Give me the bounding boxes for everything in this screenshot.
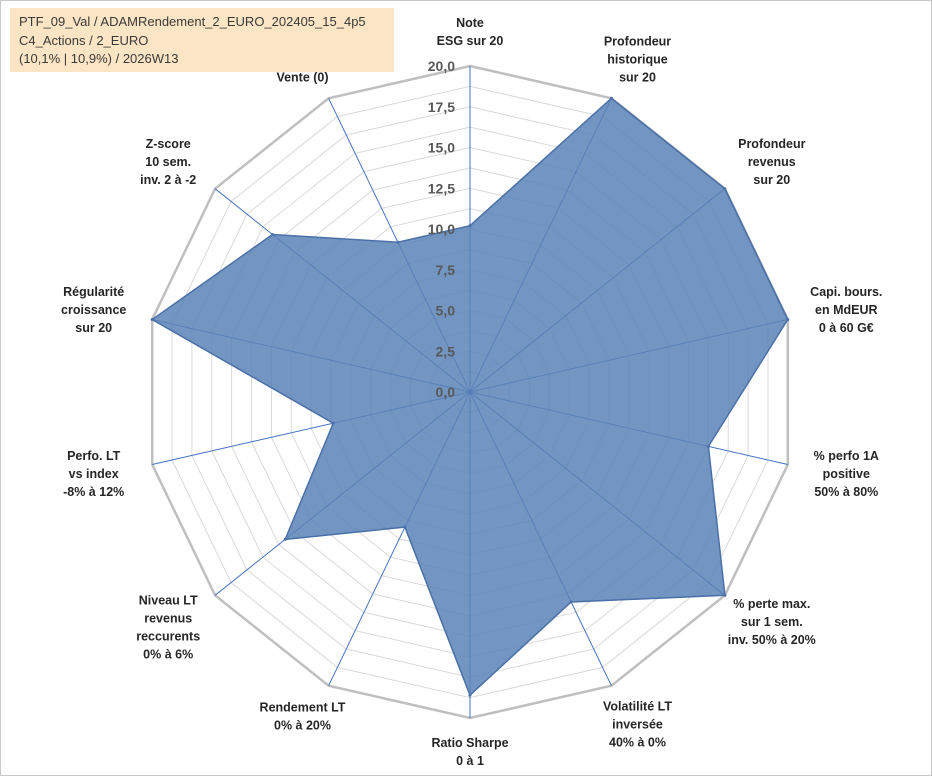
data-point <box>569 600 573 604</box>
data-point <box>403 525 407 529</box>
data-point <box>723 187 727 191</box>
info-line-2: C4_Actions / 2_EURO <box>19 32 149 48</box>
data-point <box>609 96 613 100</box>
tick-label: 17,5 <box>428 99 455 115</box>
tick-label: 20,0 <box>428 58 455 74</box>
portfolio-info-box: PTF_09_Val / ADAMRendement_2_EURO_202405… <box>10 8 394 72</box>
category-label: Capi. bours. en MdEUR 0 à 60 G€ <box>810 285 882 335</box>
data-point <box>150 318 154 321</box>
data-point <box>283 537 287 541</box>
data-point <box>468 224 472 228</box>
radar-series <box>150 96 790 697</box>
category-label: Régularité croissance sur 20 <box>61 285 126 335</box>
data-point <box>396 240 400 244</box>
tick-label: 12,5 <box>428 180 455 196</box>
tick-label: 15,0 <box>428 140 455 156</box>
category-label: Z-score 10 sem. inv. 2 à -2 <box>140 137 196 187</box>
data-point <box>706 444 710 448</box>
category-label: Ratio Sharpe 0 à 1 <box>431 736 508 768</box>
category-label: % perte max. sur 1 sem. inv. 50% à 20% <box>728 597 816 647</box>
category-label: Note ESG sur 20 <box>437 16 504 48</box>
tick-label: 2,5 <box>436 343 456 359</box>
category-label: Rendement LT 0% à 20% <box>260 700 346 732</box>
category-label: Profondeur revenus sur 20 <box>738 137 805 187</box>
category-label: Perfo. LT vs index -8% à 12% <box>63 449 124 499</box>
data-point <box>271 233 274 236</box>
tick-label: 0,0 <box>436 384 456 400</box>
data-point <box>723 593 727 597</box>
category-label: % perfo 1A positive 50% à 80% <box>814 449 879 499</box>
data-point <box>331 421 335 425</box>
info-line-1: PTF_09_Val / ADAMRendement_2_EURO_202405… <box>19 14 366 29</box>
data-point <box>786 318 790 321</box>
category-label: Niveau LT revenus reccurents 0% à 6% <box>136 594 200 662</box>
info-line-3: (10,1% | 10,9%) / 2026W13 <box>19 51 179 66</box>
tick-label: 10,0 <box>428 221 455 237</box>
category-label: Profondeur historique sur 20 <box>604 35 671 85</box>
tick-label: 5,0 <box>436 303 456 319</box>
data-point <box>468 693 472 697</box>
category-label: Volatilité LT inversée 40% à 0% <box>603 700 672 750</box>
tick-label: 7,5 <box>436 262 456 278</box>
radial-tick-labels: 0,0 2,5 5,0 7,5 10,0 12,5 15,0 17,5 20,0 <box>428 58 455 400</box>
